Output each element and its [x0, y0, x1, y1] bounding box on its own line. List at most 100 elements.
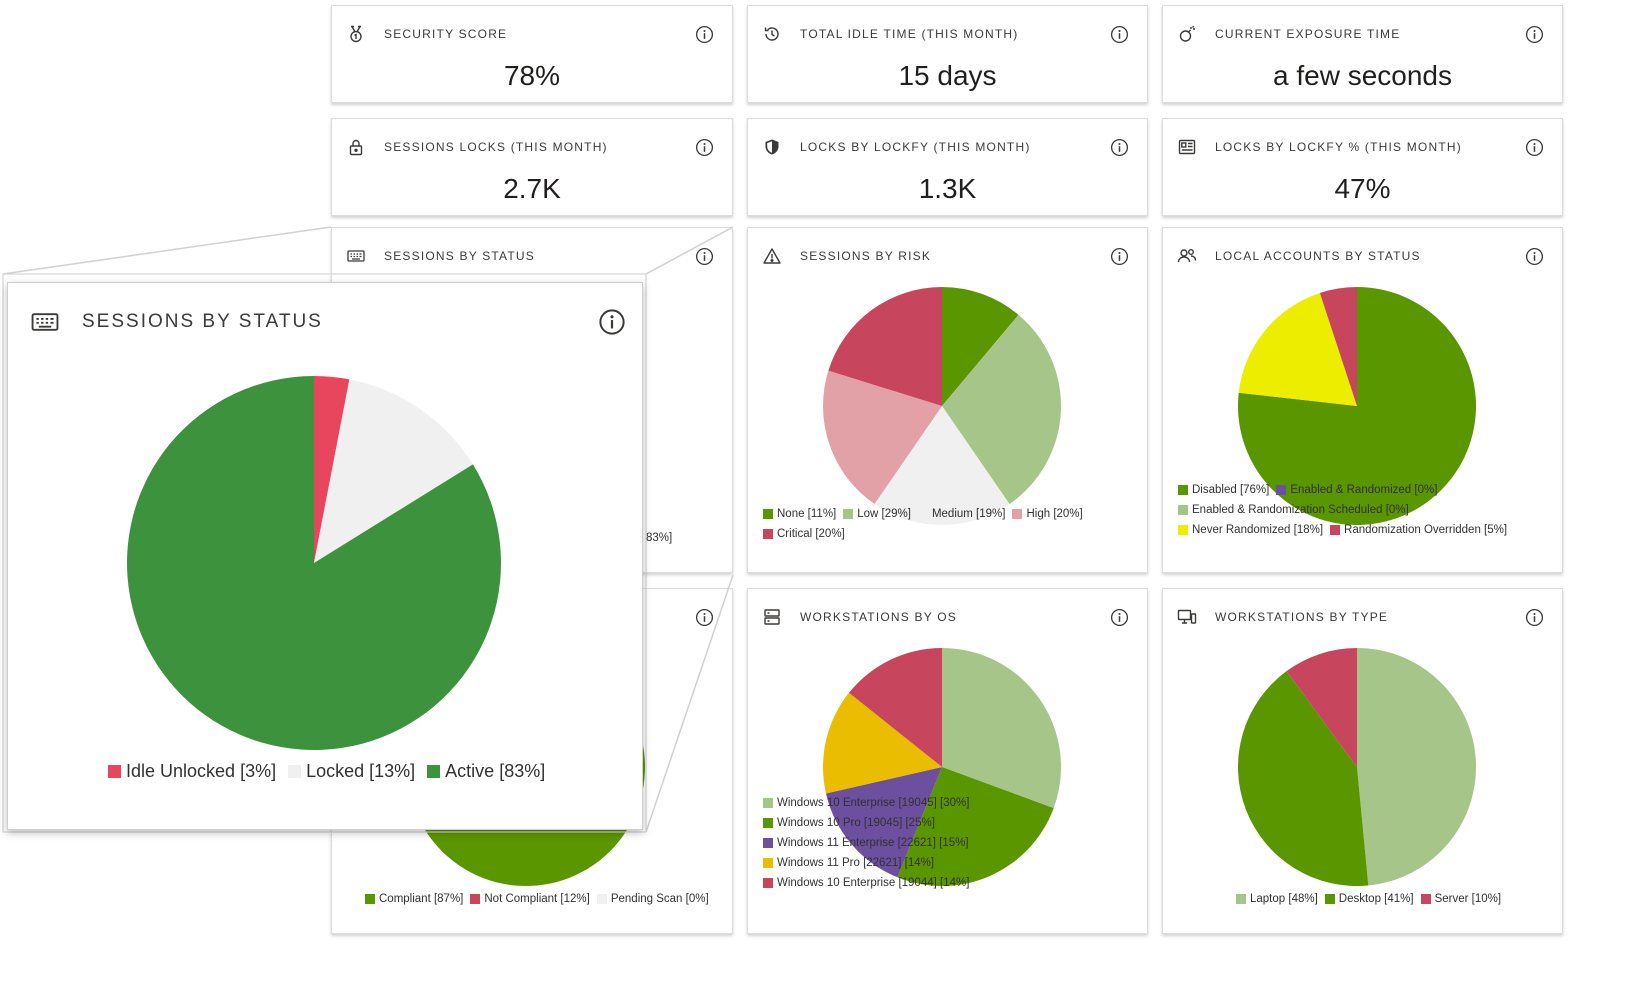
- card-title: Locks By Lockfy % (This Month): [1215, 140, 1462, 154]
- local-accounts-pie: [1238, 287, 1476, 525]
- legend-item-randomization-overridden[interactable]: Randomization Overridden [5%]: [1330, 524, 1507, 536]
- legend-item-laptop[interactable]: Laptop [48%]: [1236, 893, 1318, 905]
- info-icon[interactable]: [1525, 608, 1544, 627]
- card-title: Sessions by Risk: [800, 249, 932, 263]
- info-icon[interactable]: [1110, 138, 1129, 157]
- pie-slice-idle-unlocked[interactable]: [314, 376, 350, 563]
- card-title: Locks By Lockfy (This Month): [800, 140, 1031, 154]
- pie-slice-desktop[interactable]: [1238, 671, 1369, 886]
- card-title: Sessions Locks (This Month): [384, 140, 608, 154]
- pie-slice-windows-10-enterprise-19045[interactable]: [942, 648, 1061, 809]
- info-icon[interactable]: [695, 25, 714, 44]
- legend-item-win11-ent-22621[interactable]: Windows 11 Enterprise [22621] [15%]: [763, 837, 969, 849]
- chart-card-sessions-by-risk: Sessions by Risk None [11%] Low [29%] Me…: [747, 227, 1148, 573]
- workstations-by-type-legend: Laptop [48%] Desktop [41%] Server [10%]: [1236, 893, 1508, 913]
- stat-card-security-score: Security Score 78%: [331, 5, 733, 103]
- pie-slice-windows-10-pro-19045[interactable]: [897, 767, 1054, 886]
- shield-icon: [762, 137, 782, 157]
- pie-slice-laptop[interactable]: [1357, 648, 1476, 886]
- card-title: Security Score: [384, 27, 508, 41]
- stat-card-total-idle-time: Total Idle Time (This Month) 15 days: [747, 5, 1148, 103]
- stat-card-current-exposure-time: Current Exposure Time a few seconds: [1162, 5, 1563, 103]
- server-icon: [762, 607, 782, 627]
- legend-item-server[interactable]: Server [10%]: [1420, 893, 1501, 905]
- pie-slice-server[interactable]: [1286, 648, 1357, 767]
- legend-item-win11-pro-22621[interactable]: Windows 11 Pro [22621] [14%]: [763, 857, 934, 869]
- chart-card-workstations-by-os: Workstations by OS Windows 10 Enterprise…: [747, 588, 1148, 934]
- info-icon[interactable]: [1525, 25, 1544, 44]
- legend-item-never-randomized[interactable]: Never Randomized [18%]: [1178, 524, 1323, 536]
- legend-item-win10-ent-19045[interactable]: Windows 10 Enterprise [19045] [30%]: [763, 797, 969, 809]
- sessions-by-risk-pie: [823, 287, 1061, 525]
- legend-item-locked[interactable]: Locked [13%]: [288, 761, 415, 782]
- pie-slice-windows-11-enterprise-22621[interactable]: [825, 767, 942, 878]
- id-card-icon: [1177, 137, 1197, 157]
- legend-item-win10-pro-19045[interactable]: Windows 10 Pro [19045] [25%]: [763, 817, 935, 829]
- pie-slice-windows-11-pro-22621[interactable]: [823, 692, 942, 794]
- workstations-by-os-pie: [823, 648, 1061, 886]
- pie-slice-critical[interactable]: [828, 287, 942, 406]
- card-title: Current Exposure Time: [1215, 27, 1401, 41]
- pie-slice-low[interactable]: [942, 314, 1061, 505]
- pie-slice-locked[interactable]: [314, 379, 473, 563]
- history-icon: [762, 24, 782, 44]
- info-icon[interactable]: [1525, 247, 1544, 266]
- pie-slice-active[interactable]: [127, 376, 502, 750]
- legend-item-not-compliant[interactable]: Not Compliant [12%]: [470, 893, 590, 905]
- pie-slice-never-randomized[interactable]: [1238, 292, 1357, 406]
- pie-slice-high[interactable]: [823, 370, 942, 505]
- card-title: Workstations by Type: [1215, 610, 1389, 624]
- info-icon[interactable]: [695, 247, 714, 266]
- bomb-icon: [1177, 24, 1197, 44]
- legend-fragment: 83%]: [646, 532, 673, 544]
- pie-slice-windows-10-enterprise-19044[interactable]: [848, 648, 942, 767]
- warning-icon: [762, 246, 782, 266]
- card-title: Workstations by OS: [800, 610, 957, 624]
- legend-item-enabled-randomization-scheduled[interactable]: Enabled & Randomization Scheduled [0%]: [1178, 504, 1409, 516]
- legend-item-critical[interactable]: Critical [20%]: [763, 528, 845, 540]
- local-accounts-legend: Disabled [76%] Enabled & Randomized [0%]…: [1178, 484, 1514, 544]
- info-icon[interactable]: [1110, 25, 1129, 44]
- legend-item-win10-ent-19044[interactable]: Windows 10 Enterprise [19044] [14%]: [763, 877, 969, 889]
- people-icon: [1177, 246, 1197, 266]
- workstations-by-os-legend: Windows 10 Enterprise [19045] [30%] Wind…: [763, 797, 976, 897]
- sessions-by-status-pie: [127, 376, 502, 750]
- legend-item-enabled-randomized[interactable]: Enabled & Randomized [0%]: [1276, 484, 1437, 496]
- legend-item-compliant[interactable]: Compliant [87%]: [365, 893, 463, 905]
- legend-item-pending-scan[interactable]: Pending Scan [0%]: [596, 893, 709, 905]
- pie-slice-randomization-overridden[interactable]: [1319, 287, 1357, 406]
- legend-item-none[interactable]: None [11%]: [763, 508, 836, 520]
- stat-value: 2.7K: [503, 173, 561, 204]
- stat-value: a few seconds: [1273, 60, 1452, 91]
- legend-item-disabled[interactable]: Disabled [76%]: [1178, 484, 1269, 496]
- compliance-legend: Compliant [87%] Not Compliant [12%] Pend…: [365, 893, 716, 913]
- stat-value: 78%: [503, 60, 561, 91]
- legend-item-active[interactable]: Active [83%]: [427, 761, 545, 782]
- info-icon[interactable]: [1110, 247, 1129, 266]
- info-icon[interactable]: [598, 308, 626, 336]
- legend-item-high[interactable]: High [20%]: [1012, 508, 1083, 520]
- devices-icon: [1177, 607, 1197, 627]
- info-icon[interactable]: [1110, 608, 1129, 627]
- stat-value: 47%: [1334, 173, 1391, 204]
- card-title: Sessions by Status: [384, 249, 535, 263]
- lock-icon: [346, 137, 366, 157]
- legend-item-low[interactable]: Low [29%]: [843, 508, 911, 520]
- keyboard-icon: [30, 307, 60, 337]
- stat-value: 15 days: [898, 60, 997, 91]
- pie-slice-medium[interactable]: [874, 406, 1010, 525]
- stat-card-locks-by-lockfy-percent: Locks By Lockfy % (This Month) 47%: [1162, 118, 1563, 216]
- stat-card-sessions-locks: Sessions Locks (This Month) 2.7K: [331, 118, 733, 216]
- info-icon[interactable]: [1525, 138, 1544, 157]
- pie-slice-none[interactable]: [942, 287, 1019, 406]
- legend-item-idle-unlocked[interactable]: Idle Unlocked [3%]: [108, 761, 276, 782]
- chart-card-local-accounts-by-status: Local Accounts by Status Disabled [76%] …: [1162, 227, 1563, 573]
- legend-item-desktop[interactable]: Desktop [41%]: [1324, 893, 1414, 905]
- info-icon[interactable]: [695, 608, 714, 627]
- info-icon[interactable]: [695, 138, 714, 157]
- medal-icon: [346, 24, 366, 44]
- sessions-by-status-legend: Idle Unlocked [3%] Locked [13%] Active […: [108, 761, 557, 790]
- workstations-by-type-pie: [1238, 648, 1476, 886]
- legend-item-medium[interactable]: Medium [19%]: [917, 508, 1005, 520]
- chart-card-workstations-by-type: Workstations by Type Laptop [48%] Deskto…: [1162, 588, 1563, 934]
